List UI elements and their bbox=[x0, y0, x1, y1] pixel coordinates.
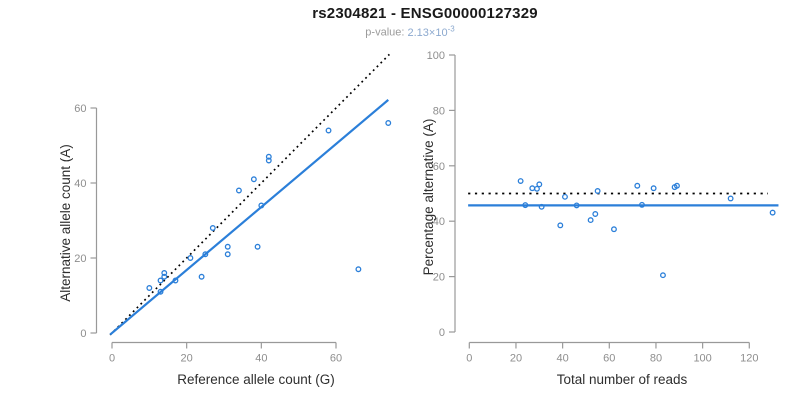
y-tick-label: 60 bbox=[74, 103, 86, 115]
data-point bbox=[146, 285, 153, 291]
y-tick-label: 0 bbox=[439, 327, 445, 339]
data-point bbox=[727, 195, 734, 202]
plot-title: rs2304821 - ENSG00000127329 bbox=[312, 5, 538, 22]
data-point bbox=[769, 209, 776, 216]
allele-counts-plot: 0 20 40 60 0 20 40 60 bbox=[74, 53, 392, 365]
x-tick-label: 0 bbox=[109, 353, 115, 365]
x-tick-label: 40 bbox=[557, 353, 569, 365]
x-tick-label: 20 bbox=[510, 353, 522, 365]
data-point bbox=[265, 153, 272, 160]
data-point bbox=[235, 187, 242, 194]
data-point bbox=[258, 202, 265, 209]
data-point bbox=[562, 193, 568, 200]
data-point bbox=[161, 273, 168, 280]
data-point bbox=[573, 202, 580, 209]
x-tick-label: 120 bbox=[740, 353, 758, 365]
data-point bbox=[592, 211, 599, 217]
data-point bbox=[224, 243, 231, 250]
y-axis-label-left: Alternative allele count (A) bbox=[58, 144, 73, 302]
x-tick-label: 60 bbox=[603, 353, 615, 365]
data-point bbox=[639, 201, 645, 208]
data-point bbox=[611, 226, 617, 233]
y-tick-label: 40 bbox=[74, 178, 86, 190]
data-point bbox=[538, 203, 545, 210]
y-tick-label: 0 bbox=[80, 328, 86, 340]
data-point bbox=[557, 222, 564, 229]
percentage-alternative-plot: 0 20 40 60 80 100 0 20 40 60 80 100 120 bbox=[427, 50, 779, 365]
y-tick-label: 20 bbox=[74, 253, 86, 265]
data-point bbox=[157, 277, 164, 284]
pvalue-label: p-value: bbox=[365, 26, 405, 39]
y-tick-label: 20 bbox=[433, 272, 445, 284]
data-point bbox=[161, 270, 168, 276]
data-point bbox=[355, 266, 362, 273]
x-tick-label: 80 bbox=[650, 353, 662, 365]
data-point bbox=[224, 251, 231, 258]
x-axis-label-right: Total number of reads bbox=[556, 372, 688, 387]
data-point bbox=[187, 255, 194, 261]
data-point bbox=[385, 120, 392, 126]
regression-line bbox=[109, 99, 389, 336]
data-point bbox=[517, 178, 524, 184]
data-point bbox=[522, 202, 529, 209]
identity-line bbox=[109, 53, 390, 336]
pvalue-value: 2.13×10-3 bbox=[407, 24, 455, 39]
data-point bbox=[536, 181, 543, 188]
data-point bbox=[202, 251, 209, 258]
data-point bbox=[529, 185, 536, 192]
x-tick-label: 20 bbox=[181, 353, 193, 365]
data-point bbox=[325, 127, 332, 134]
x-tick-label: 40 bbox=[255, 353, 267, 365]
data-point bbox=[650, 185, 657, 192]
data-point bbox=[660, 272, 666, 279]
data-point bbox=[157, 288, 164, 295]
data-point bbox=[250, 176, 257, 183]
data-point bbox=[198, 273, 205, 280]
x-tick-label: 0 bbox=[466, 353, 472, 365]
data-point bbox=[587, 217, 594, 224]
y-tick-label: 60 bbox=[433, 161, 445, 173]
pvalue-exponent: -3 bbox=[447, 24, 455, 33]
data-point bbox=[594, 188, 601, 194]
data-point bbox=[172, 277, 179, 284]
y-axis-label-right: Percentage alternative (A) bbox=[421, 118, 436, 276]
y-tick-label: 100 bbox=[427, 50, 445, 62]
plot-subtitle: p-value: 2.13×10-3 bbox=[10, 24, 800, 39]
x-tick-label: 100 bbox=[693, 353, 711, 365]
x-tick-label: 60 bbox=[330, 353, 342, 365]
y-tick-label: 40 bbox=[433, 216, 445, 228]
x-axis-label-left: Reference allele count (G) bbox=[177, 372, 335, 387]
data-point bbox=[254, 243, 261, 250]
y-tick-label: 80 bbox=[433, 105, 445, 117]
data-point bbox=[265, 157, 272, 164]
pvalue-mantissa: 2.13×10 bbox=[407, 26, 448, 39]
data-point bbox=[209, 225, 216, 231]
data-point bbox=[674, 182, 680, 189]
data-point bbox=[534, 185, 540, 192]
data-point bbox=[634, 182, 641, 189]
